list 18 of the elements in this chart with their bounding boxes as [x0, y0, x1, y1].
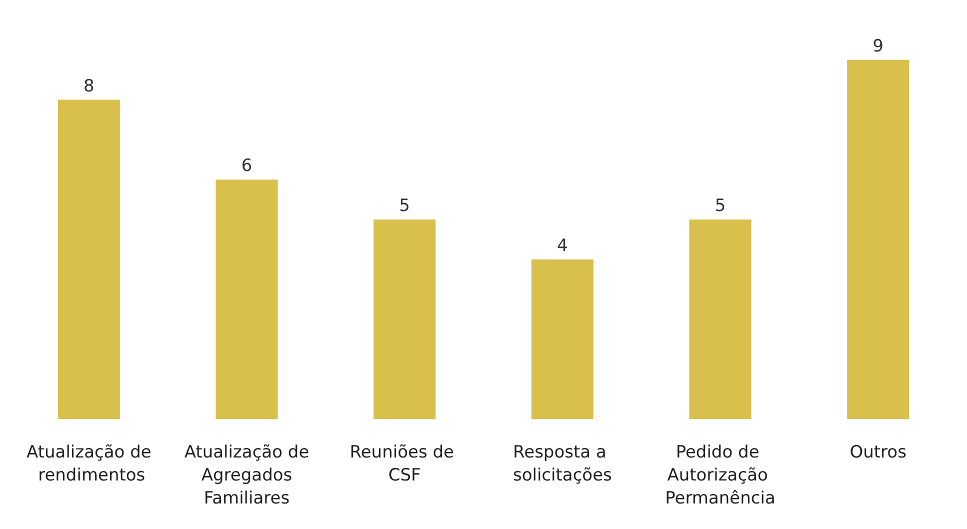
- x-tick-label: Reuniões de CSF: [350, 442, 460, 486]
- data-label: 9: [872, 36, 884, 56]
- x-tick-label: Resposta a solicitações: [512, 442, 612, 486]
- bar: [531, 259, 594, 419]
- data-label: 5: [714, 196, 726, 216]
- data-label: 5: [399, 196, 410, 216]
- bar: [216, 180, 278, 419]
- data-label: 6: [241, 156, 252, 176]
- bar: [58, 100, 120, 419]
- bar: [374, 220, 436, 419]
- x-tick-label: Outros: [850, 442, 907, 462]
- x-tick-label: Pedido de Autorização Permanência: [665, 442, 776, 508]
- x-tick-label: Atualização de Agregados Familiares: [184, 442, 310, 508]
- x-tick-label: Atualização de rendimentos: [26, 442, 152, 486]
- data-label: 8: [84, 76, 94, 96]
- data-label: 4: [557, 236, 568, 256]
- bar: [847, 60, 910, 419]
- bar: [689, 220, 752, 419]
